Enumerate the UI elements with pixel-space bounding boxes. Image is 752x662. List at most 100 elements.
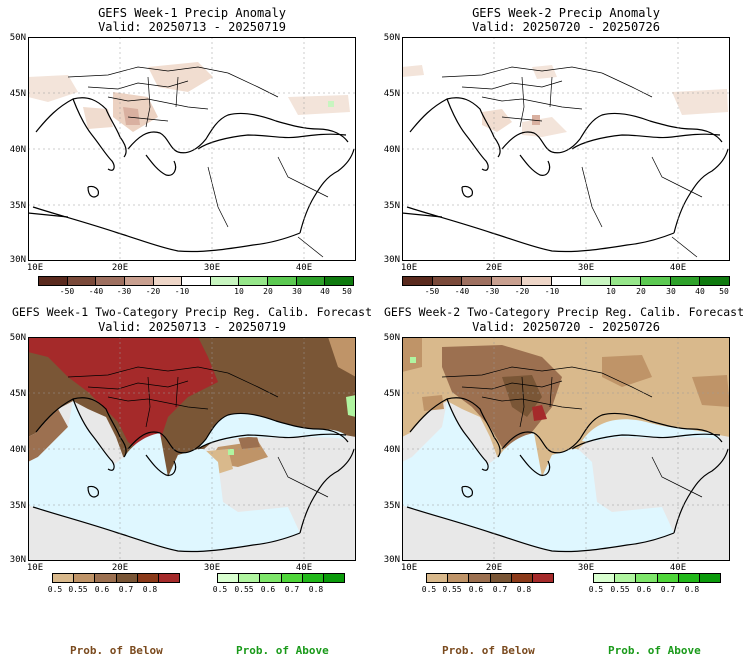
lat-label: 50N <box>9 33 26 43</box>
lon-label: 40E <box>669 563 687 573</box>
footer-prob-below-label: Prob. of Below <box>70 644 163 657</box>
panel-valid-w1-anom: Valid: 20250713 - 20250719 <box>98 20 286 34</box>
colorbar-swatch <box>67 277 97 285</box>
prob-above-colorbar-w2 <box>593 573 721 583</box>
colorbar-swatch <box>137 574 159 582</box>
lon-label: 20E <box>111 263 129 273</box>
lat-label: 50N <box>383 33 400 43</box>
panel-valid-w2-anom: Valid: 20250720 - 20250726 <box>472 20 660 34</box>
footer-prob-above-label: Prob. of Above <box>608 644 701 657</box>
colorbar-label: 0.8 <box>684 585 700 594</box>
colorbar-label: -50 <box>59 287 75 296</box>
colorbar-swatch <box>594 574 616 582</box>
colorbar-label: 10 <box>234 287 244 296</box>
lat-label: 50N <box>383 333 400 343</box>
colorbar-label: 0.6 <box>636 585 652 594</box>
colorbar-swatch <box>490 574 512 582</box>
colorbar-label: 0.5 <box>588 585 604 594</box>
colorbar-label: 0.7 <box>284 585 300 594</box>
colorbar-label: 0.8 <box>516 585 532 594</box>
colorbar-swatch <box>611 277 641 285</box>
lat-label: 40N <box>383 145 400 155</box>
lon-label: 30E <box>203 263 221 273</box>
lat-label: 30N <box>9 255 26 265</box>
lat-label: 30N <box>383 255 400 265</box>
lon-label: 20E <box>485 263 503 273</box>
anomaly-colorbar-w2 <box>402 276 730 286</box>
lat-label: 35N <box>383 501 400 511</box>
panel-title-w1-anom: GEFS Week-1 Precip Anomaly <box>98 6 286 20</box>
lat-label: 35N <box>9 501 26 511</box>
colorbar-swatch <box>670 277 701 285</box>
colorbar-label: 0.6 <box>468 585 484 594</box>
colorbar-label: -10 <box>544 287 560 296</box>
colorbar-label: 0.55 <box>234 585 254 594</box>
colorbar-swatch <box>323 574 345 582</box>
lon-label: 40E <box>295 563 313 573</box>
lat-label: 50N <box>9 333 26 343</box>
colorbar-label: 30 <box>666 287 676 296</box>
colorbar-swatch <box>239 574 261 582</box>
colorbar-swatch <box>657 574 679 582</box>
colorbar-swatch <box>53 574 75 582</box>
colorbar-label: -30 <box>484 287 500 296</box>
lat-label: 35N <box>9 201 26 211</box>
colorbar-swatch <box>615 574 637 582</box>
prob-below-colorbar-w1 <box>52 573 180 583</box>
colorbar-swatch <box>581 277 612 285</box>
colorbar-swatch <box>210 277 240 285</box>
colorbar-swatch <box>448 574 470 582</box>
lon-label: 10E <box>26 563 44 573</box>
lat-label: 40N <box>9 445 26 455</box>
colorbar-swatch <box>268 277 297 285</box>
colorbar-swatch <box>296 277 326 285</box>
colorbar-label: 20 <box>263 287 273 296</box>
lat-label: 40N <box>9 145 26 155</box>
colorbar-swatch <box>427 574 449 582</box>
colorbar-label: 0.55 <box>442 585 462 594</box>
colorbar-swatch <box>95 574 117 582</box>
panel-valid-w2-prob: Valid: 20250720 - 20250726 <box>472 320 660 334</box>
colorbar-swatch <box>551 277 582 285</box>
colorbar-swatch <box>239 277 269 285</box>
lon-label: 20E <box>485 563 503 573</box>
lon-label: 10E <box>26 263 44 273</box>
colorbar-label: 0.7 <box>118 585 134 594</box>
lat-label: 45N <box>9 389 26 399</box>
colorbar-swatch <box>218 574 240 582</box>
prob-below-colorbar-w2 <box>426 573 554 583</box>
colorbar-label: 0.5 <box>421 585 437 594</box>
colorbar-label: 0.55 <box>68 585 88 594</box>
lon-label: 40E <box>295 263 313 273</box>
colorbar-swatch <box>74 574 96 582</box>
colorbar-swatch <box>281 574 303 582</box>
prob-above-colorbar-w1 <box>217 573 345 583</box>
colorbar-label: 50 <box>342 287 352 296</box>
colorbar-label: -20 <box>145 287 161 296</box>
anomaly-colorbar-w1 <box>38 276 354 286</box>
colorbar-label: 0.55 <box>610 585 630 594</box>
colorbar-swatch <box>325 277 354 285</box>
panel-title-w2-prob: GEFS Week-2 Two-Category Precip Reg. Cal… <box>383 305 745 319</box>
colorbar-label: -20 <box>514 287 530 296</box>
lat-label: 35N <box>383 201 400 211</box>
colorbar-label: -40 <box>88 287 104 296</box>
colorbar-swatch <box>532 574 554 582</box>
lat-label: 40N <box>383 445 400 455</box>
map-w2-anomaly <box>402 37 730 261</box>
lat-label: 30N <box>383 555 400 565</box>
colorbar-label: 20 <box>636 287 646 296</box>
colorbar-label: 0.6 <box>260 585 276 594</box>
colorbar-swatch <box>432 277 463 285</box>
lon-label: 40E <box>669 263 687 273</box>
map-w1-anomaly <box>28 37 356 261</box>
colorbar-swatch <box>158 574 180 582</box>
colorbar-swatch <box>96 277 125 285</box>
lat-label: 30N <box>9 555 26 565</box>
colorbar-swatch <box>182 277 211 285</box>
colorbar-swatch <box>640 277 671 285</box>
colorbar-swatch <box>469 574 491 582</box>
lon-label: 30E <box>577 263 595 273</box>
lon-label: 30E <box>577 563 595 573</box>
lat-label: 45N <box>383 389 400 399</box>
